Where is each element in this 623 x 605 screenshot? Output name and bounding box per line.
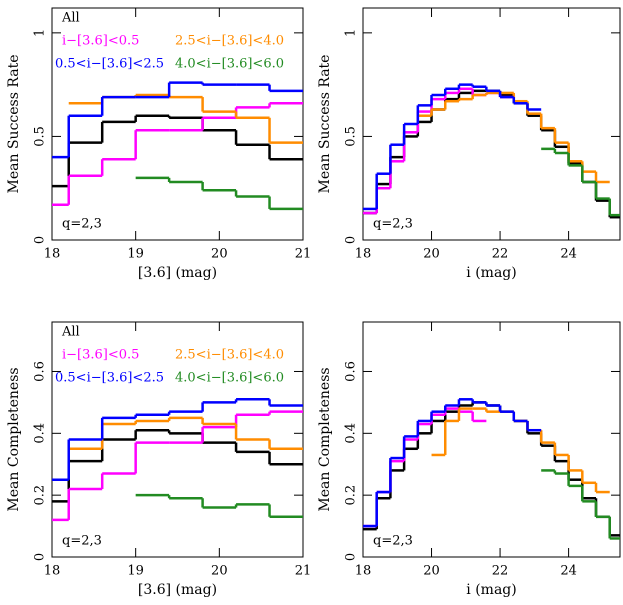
annotation: q=2,3: [62, 534, 102, 549]
x-tick-label: 18: [44, 564, 61, 579]
y-tick-label: 0.2: [344, 485, 359, 506]
x-tick-label: 24: [560, 247, 577, 262]
series: [541, 469, 620, 540]
x-tick-label: 20: [211, 247, 228, 262]
plot-frame: [362, 7, 621, 241]
series: [52, 398, 303, 481]
y-tick-label: 1: [344, 29, 359, 37]
y-tick-label: 0.6: [33, 361, 48, 382]
legend-entry: i−[3.6]<0.5: [62, 348, 139, 363]
series: [431, 407, 610, 494]
legend-entry: 4.0<i−[3.6]<6.0: [175, 371, 284, 386]
series: [363, 89, 620, 219]
series: [363, 87, 514, 215]
x-tick-label: 22: [492, 247, 509, 262]
series: [363, 401, 620, 537]
x-tick-label: 20: [423, 564, 440, 579]
x-tick-label: 24: [560, 564, 577, 579]
x-tick-label: 21: [295, 564, 312, 579]
plot-frame: [51, 7, 304, 241]
y-tick-label: 0: [344, 553, 359, 561]
y-tick-label: 0: [33, 553, 48, 561]
x-axis-label: i (mag): [466, 582, 516, 598]
x-tick-label: 19: [127, 564, 144, 579]
series: [363, 398, 542, 528]
x-axis-label: i (mag): [466, 265, 516, 281]
x-tick-label: 20: [211, 564, 228, 579]
x-tick-label: 20: [423, 247, 440, 262]
y-tick-label: 0.5: [33, 126, 48, 147]
y-tick-label: 0.4: [344, 423, 359, 444]
annotation: q=2,3: [373, 217, 413, 232]
x-axis-label: [3.6] (mag): [138, 265, 217, 281]
y-axis-label: Mean Success Rate: [6, 55, 22, 194]
series: [541, 147, 620, 217]
legend-entry: All: [61, 11, 80, 26]
x-axis-label: [3.6] (mag): [138, 582, 217, 598]
series: [52, 81, 303, 159]
y-tick-label: 0.6: [344, 361, 359, 382]
y-tick-label: 1: [33, 29, 48, 37]
x-tick-label: 21: [295, 247, 312, 262]
legend-entry: 2.5<i−[3.6]<4.0: [175, 34, 284, 49]
x-tick-label: 18: [44, 247, 61, 262]
series: [135, 176, 303, 211]
series: [363, 83, 542, 211]
y-axis-label: Mean Completeness: [317, 367, 333, 511]
legend-entry: 4.0<i−[3.6]<6.0: [175, 57, 284, 72]
series: [417, 91, 610, 184]
plot-frame: [362, 321, 621, 558]
y-axis-label: Mean Completeness: [6, 367, 22, 511]
legend-entry: i−[3.6]<0.5: [62, 34, 139, 49]
series: [52, 428, 303, 503]
series: [52, 410, 303, 522]
y-tick-label: 0.2: [33, 485, 48, 506]
y-axis-label: Mean Success Rate: [317, 55, 333, 194]
y-tick-label: 0.5: [344, 126, 359, 147]
series: [363, 407, 487, 528]
y-tick-label: 0.4: [33, 423, 48, 444]
x-tick-label: 22: [492, 564, 509, 579]
plot-frame: [51, 321, 304, 558]
annotation: q=2,3: [62, 217, 102, 232]
x-tick-label: 18: [355, 247, 372, 262]
legend-entry: All: [61, 325, 80, 340]
x-tick-label: 18: [355, 564, 372, 579]
legend-entry: 2.5<i−[3.6]<4.0: [175, 348, 284, 363]
y-tick-label: 0: [33, 236, 48, 244]
y-tick-label: 0: [344, 236, 359, 244]
legend-entry: 0.5<i−[3.6]<2.5: [55, 371, 164, 386]
x-tick-label: 19: [127, 247, 144, 262]
legend-entry: 0.5<i−[3.6]<2.5: [55, 57, 164, 72]
annotation: q=2,3: [373, 534, 413, 549]
series: [135, 493, 303, 519]
